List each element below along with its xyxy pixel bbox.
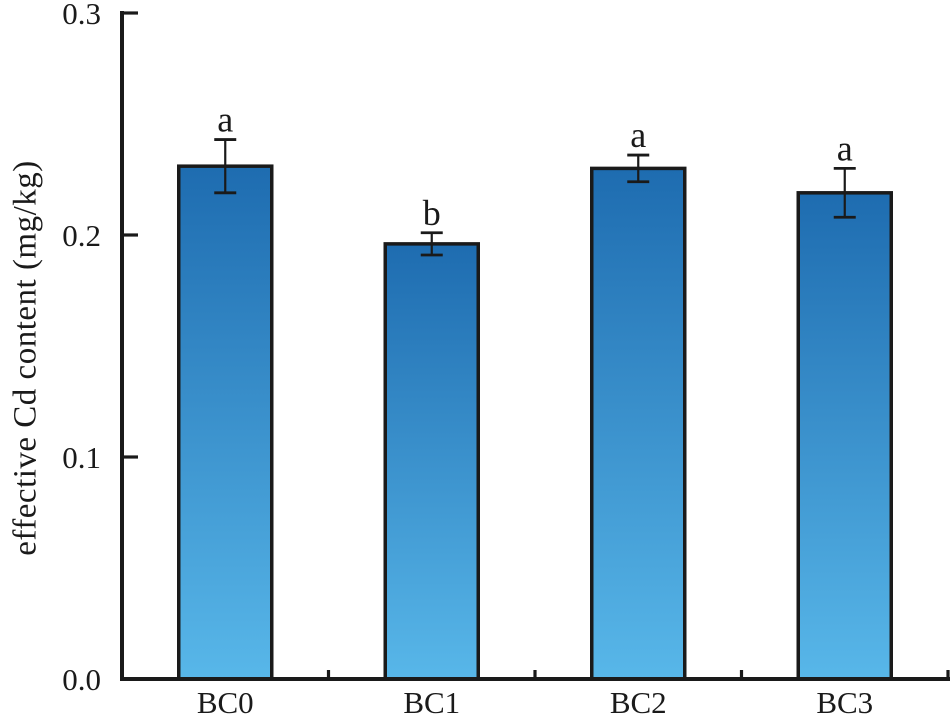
bar-bc1	[383, 242, 480, 681]
x-category-label-bc1: BC1	[403, 685, 460, 720]
y-tick-label-0.3: 0.3	[62, 0, 101, 31]
y-tick-label-0.2: 0.2	[62, 218, 101, 253]
y-axis-title: effective Cd content (mg/kg)	[7, 160, 44, 556]
x-category-label-bc0: BC0	[197, 685, 254, 720]
y-tick-label-0.0: 0.0	[62, 662, 101, 697]
bar-bc2	[590, 166, 687, 681]
bar-bc0	[177, 164, 274, 681]
bar-bc3	[796, 191, 893, 681]
sig-letter-bc2: a	[630, 115, 646, 155]
sig-letter-bc3: a	[837, 128, 853, 168]
x-category-label-bc2: BC2	[610, 685, 667, 720]
sig-letter-bc0: a	[217, 100, 233, 140]
y-tick-label-0.1: 0.1	[62, 440, 101, 475]
sig-letter-bc1: b	[423, 193, 441, 233]
x-category-label-bc3: BC3	[816, 685, 873, 720]
